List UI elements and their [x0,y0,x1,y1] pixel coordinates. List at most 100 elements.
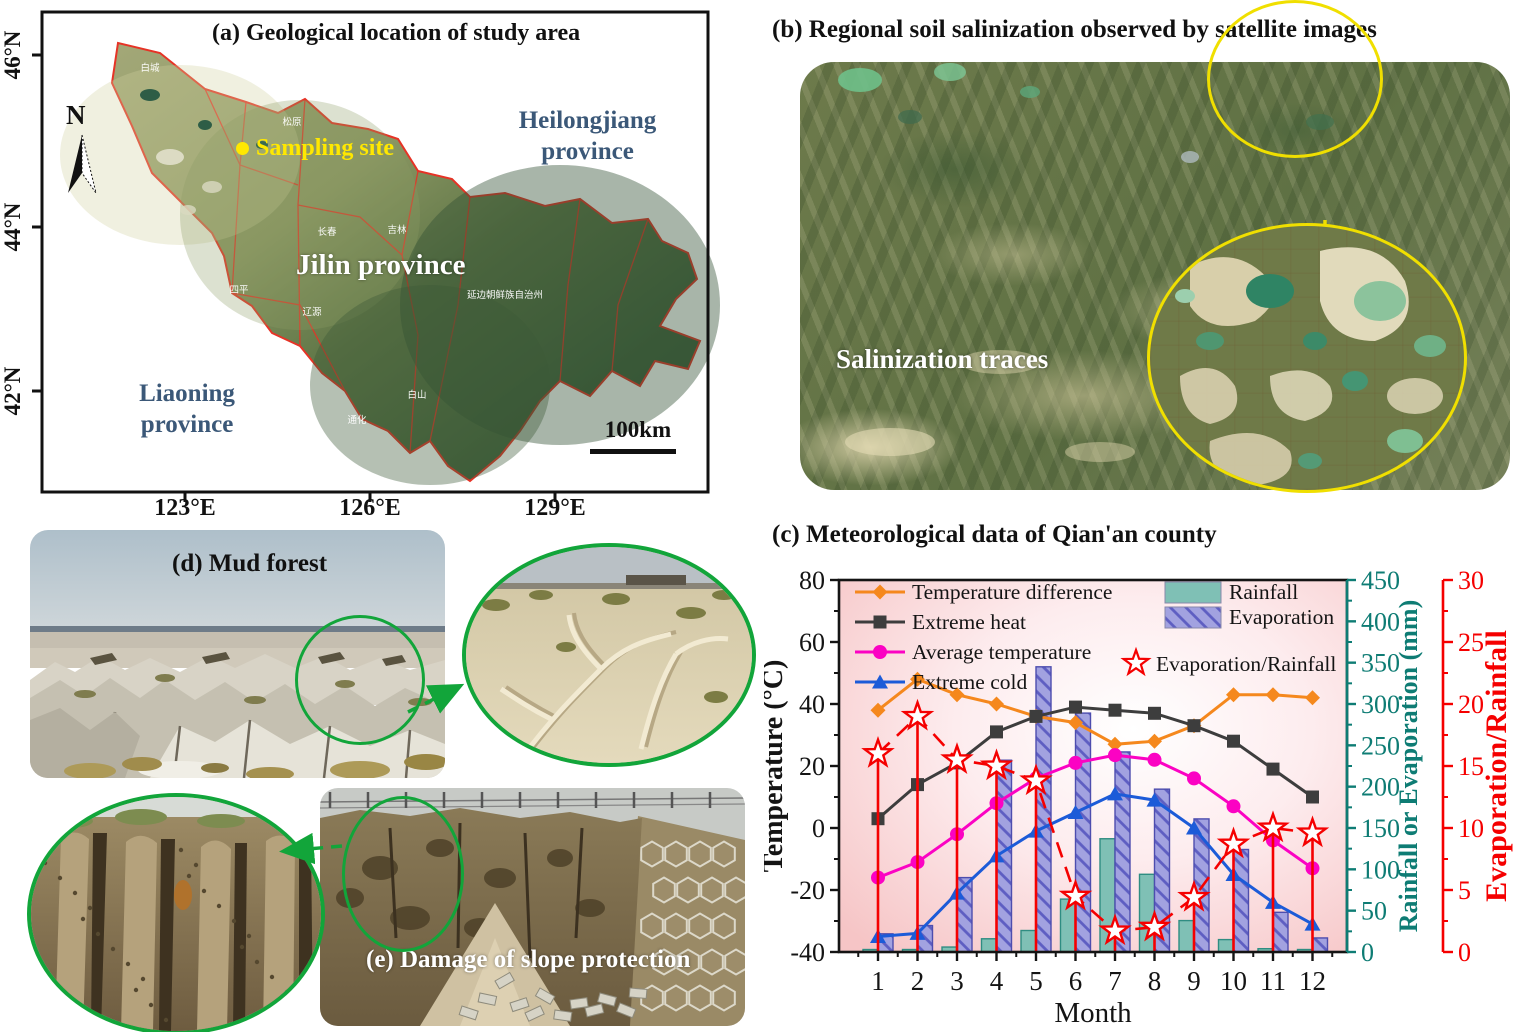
panel-d-photo: (d) Mud forest [30,530,445,778]
scale-bar [590,449,676,454]
slope-damage-inset-canvas [31,797,321,1031]
panel-d-inset [462,543,756,767]
honeycomb-blocks [640,840,745,1012]
svg-text:5: 5 [1029,966,1043,996]
inset-horizon [466,583,752,591]
lichen-spot [174,880,192,910]
svg-text:60: 60 [799,628,825,657]
compass-n-label: N [66,100,86,130]
svg-text:10: 10 [1458,814,1484,843]
svg-text:2: 2 [911,966,925,996]
city-baishan: 白山 [407,389,426,401]
lon-129e: 129°E [524,495,586,520]
soil-columns [55,832,295,1031]
svg-text:400: 400 [1361,607,1400,636]
lat-46n: 46°N [0,30,25,79]
svg-text:Rainfall: Rainfall [1229,580,1298,604]
svg-text:450: 450 [1361,566,1400,595]
lat-44n: 44°N [0,202,25,251]
compass [68,134,97,194]
evaporation-bar [1035,666,1052,953]
evaporation-bar [1272,911,1289,953]
salinization-annotation: Salinization traces [836,344,1049,374]
svg-text:15: 15 [1458,752,1484,781]
svg-text:0: 0 [1458,938,1471,967]
city-tonghua: 通化 [347,414,367,426]
panel-b-satellite: (b) Regional soil salinization observed … [764,0,1524,512]
svg-text:0: 0 [1361,938,1374,967]
svg-text:1: 1 [871,966,885,996]
city-changchun: 长春 [317,226,337,238]
inset-grass [482,590,736,703]
svg-text:8: 8 [1148,966,1162,996]
panel-e-inset [27,793,325,1032]
right-axis-title-ratio: Evaporation/Rainfall [1480,630,1513,902]
svg-text:-40: -40 [790,938,825,967]
lat-42n: 42°N [0,366,25,415]
city-songyuan: 松原 [282,116,301,128]
rubble-blocks [458,971,648,1022]
svg-text:Extreme cold: Extreme cold [912,670,1027,694]
svg-text:Month: Month [1054,997,1132,1029]
svg-text:80: 80 [799,566,825,595]
map-axis-ticks [32,53,557,502]
svg-text:20: 20 [1458,690,1484,719]
city-liaoyuan: 辽源 [302,306,322,318]
city-siping: 四平 [229,285,249,296]
svg-text:4: 4 [990,966,1004,996]
panel-e-title: (e) Damage of slope protection [366,946,691,973]
sampling-site-dot [236,142,249,155]
map-texture [60,65,720,485]
svg-text:150: 150 [1361,814,1400,843]
rainfall-bar [1178,919,1195,953]
salinization-zoom-inset [1147,223,1467,493]
panel-d-title: (d) Mud forest [172,550,328,577]
compass-arrow-left [68,135,82,193]
svg-text:5: 5 [1458,876,1471,905]
lon-126e: 126°E [339,495,401,520]
evaporation-bar [1232,848,1250,953]
label-heilongjiang: Heilongjiang province [518,107,657,165]
svg-text:Evaporation/Rainfall: Evaporation/Rainfall [1156,652,1336,676]
svg-text:Temperature difference: Temperature difference [912,580,1112,604]
panel-a-map: 白城 松原 长春 吉林 四平 辽源 白山 通化 延边朝鲜族自治州 46°N 44… [0,5,740,521]
rainfall-bar [1020,929,1037,953]
svg-text:10: 10 [1220,966,1247,996]
svg-text:0: 0 [812,814,825,843]
chart-plot-background [839,580,1347,952]
svg-text:200: 200 [1361,773,1400,802]
label-jilin: Jilin province [296,249,466,281]
inset-e-sky [31,797,321,819]
inset-b-canvas [1175,247,1446,486]
compass-arrow-right [81,134,97,194]
erosion-channels [499,614,729,761]
svg-text:7: 7 [1108,966,1122,996]
svg-text:3: 3 [950,966,964,996]
sky [30,530,445,626]
svg-text:20: 20 [799,752,825,781]
sampling-site-label: Sampling site [256,135,395,161]
lon-tick-labels: 123°E 126°E 129°E [154,495,586,521]
svg-text:11: 11 [1260,966,1286,996]
map-frame [40,10,710,494]
rainfall-bar [980,938,998,953]
svg-text:350: 350 [1361,649,1400,678]
city-yanbian: 延边朝鲜族自治州 [467,289,543,301]
lon-123e: 123°E [154,495,216,520]
evaporation-bar [956,876,973,953]
scale-label: 100km [604,417,672,442]
inset-dark-strip [626,575,686,585]
grass [64,754,445,778]
district-borders [204,88,649,454]
svg-text:30: 30 [1458,566,1484,595]
panel-a-title: (a) Geological location of study area [212,20,581,46]
lat-tick-labels: 46°N 44°N 42°N [0,30,25,415]
panel-e-photo: (e) Damage of slope protection [320,788,745,1026]
mud-forest-highlight-circle [295,615,425,745]
jilin-province-shape [110,41,702,483]
slope-damage-highlight-circle [342,796,464,952]
svg-text:50: 50 [1361,897,1387,926]
